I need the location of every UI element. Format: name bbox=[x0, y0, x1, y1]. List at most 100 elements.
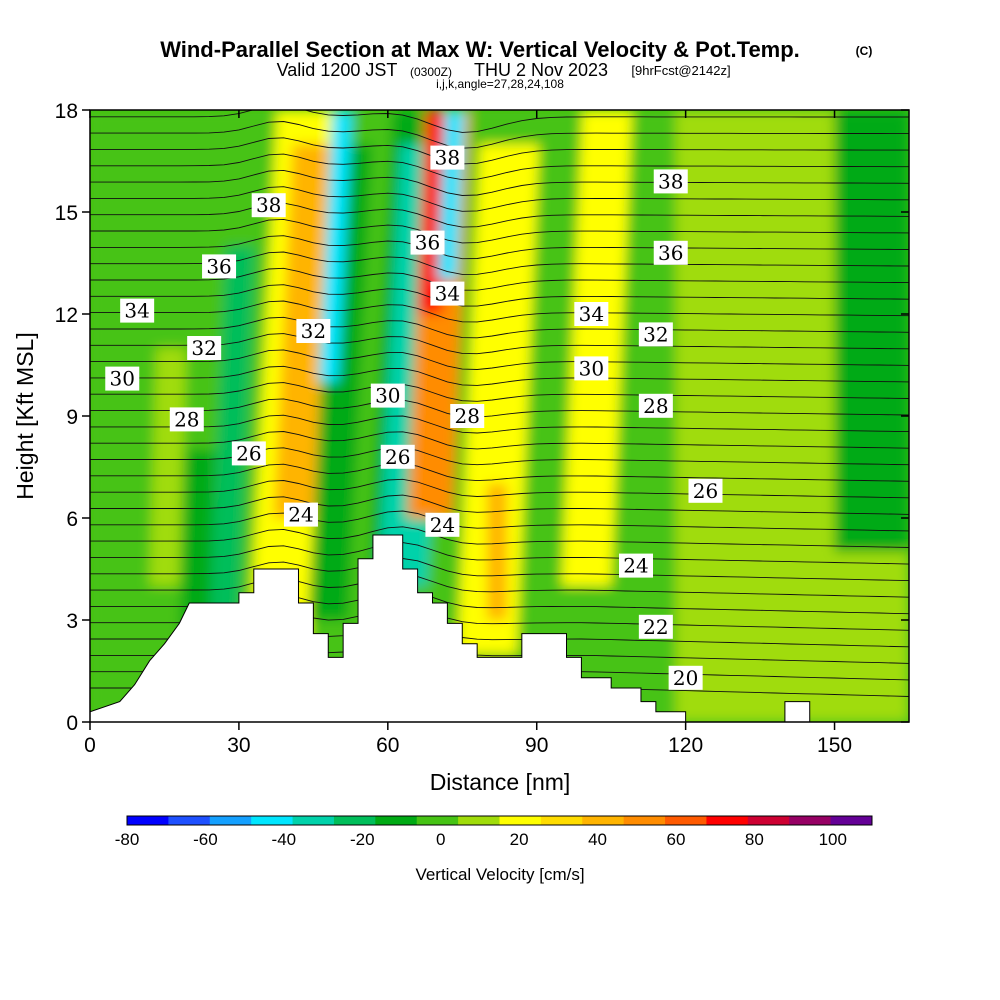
colorbar-segment bbox=[375, 816, 418, 825]
contour-label: 38 bbox=[435, 146, 460, 170]
contour-label-box bbox=[653, 169, 688, 194]
theta-isoline bbox=[90, 349, 909, 370]
x-axis: 0 30 60 90 120 150 bbox=[84, 110, 852, 757]
colorbar-segment bbox=[458, 816, 500, 825]
y-tick-label: 6 bbox=[66, 508, 78, 531]
colorbar-segment bbox=[540, 816, 583, 825]
colorbar-segment bbox=[830, 816, 873, 825]
contour-label-box bbox=[380, 444, 415, 469]
colorbar-segment bbox=[416, 816, 459, 825]
contour-label-box bbox=[425, 512, 460, 537]
contour-label: 34 bbox=[579, 302, 604, 326]
contour-label: 32 bbox=[643, 322, 668, 346]
contour-label: 32 bbox=[301, 319, 326, 343]
colorbar-segment bbox=[499, 816, 542, 825]
contour-label: 20 bbox=[673, 666, 698, 690]
section-params: i,j,k,angle=27,28,24,108 bbox=[436, 77, 564, 91]
contour-label-box bbox=[638, 322, 673, 347]
colorbar-segment bbox=[747, 816, 790, 825]
valid-date-label: THU 2 Nov 2023 bbox=[474, 60, 608, 80]
contour-label: 26 bbox=[385, 445, 410, 469]
colorbar-tick-label: 60 bbox=[666, 830, 685, 849]
contour-label-box bbox=[619, 553, 653, 578]
theta-isoline bbox=[90, 463, 909, 482]
contour-label-box bbox=[187, 336, 222, 360]
theta-isoline bbox=[90, 153, 909, 181]
valid-time-label: Valid 1200 JST bbox=[277, 60, 398, 80]
theta-isoline bbox=[90, 235, 909, 260]
x-tick-label: 120 bbox=[668, 734, 703, 757]
contour-label-box bbox=[296, 319, 331, 343]
contour-label-box bbox=[638, 614, 673, 639]
y-tick-label: 15 bbox=[55, 202, 78, 225]
colorbar-tick-label: -40 bbox=[272, 830, 297, 849]
theta-isoline bbox=[90, 382, 909, 402]
theta-isoline bbox=[90, 186, 909, 212]
colorbar-segment bbox=[127, 816, 169, 825]
x-tick-label: 60 bbox=[376, 734, 399, 757]
theta-isoline bbox=[90, 478, 909, 499]
colorbar-tick-label: 100 bbox=[819, 830, 847, 849]
contour-label: 22 bbox=[643, 615, 668, 639]
contour-label: 28 bbox=[643, 394, 668, 418]
theta-isoline bbox=[90, 110, 909, 133]
contour-label-box bbox=[231, 441, 266, 466]
theta-isoline bbox=[90, 573, 909, 598]
contour-label: 34 bbox=[435, 282, 460, 306]
contour-label: 28 bbox=[174, 407, 199, 431]
contour-label-box bbox=[169, 407, 204, 432]
contour-label-box bbox=[430, 281, 465, 306]
contour-label-box bbox=[430, 145, 465, 170]
copyright-mark: (C) bbox=[856, 44, 873, 58]
contour-label: 36 bbox=[658, 241, 683, 265]
colorbar-segment bbox=[251, 816, 294, 825]
contour-label: 24 bbox=[430, 513, 455, 537]
contour-label: 34 bbox=[124, 299, 149, 323]
contour-label: 32 bbox=[191, 336, 216, 360]
chart-title: Wind-Parallel Section at Max W: Vertical… bbox=[160, 37, 800, 62]
theta-contour-labels: 38 38 38 36 36 36 34 34 34 32 32 32 30 30 30 28 28 28 26 26… bbox=[105, 145, 723, 690]
colorbar-segment bbox=[665, 816, 707, 825]
contour-label-box bbox=[450, 404, 485, 428]
y-axis-label: Height [Kft MSL] bbox=[12, 332, 38, 499]
theta-isoline bbox=[90, 137, 909, 165]
contour-label: 26 bbox=[693, 479, 718, 503]
velocity-band bbox=[834, 110, 909, 552]
theta-isoline bbox=[90, 202, 909, 228]
theta-isoline bbox=[90, 447, 909, 466]
theta-isoline bbox=[90, 333, 909, 355]
contour-label-box bbox=[202, 254, 237, 279]
colorbar-segment bbox=[168, 816, 211, 825]
theta-isoline bbox=[90, 284, 909, 307]
theta-isoline bbox=[90, 398, 909, 418]
velocity-band bbox=[487, 484, 507, 620]
x-tick-label: 150 bbox=[817, 734, 852, 757]
contour-label: 36 bbox=[415, 231, 440, 255]
contour-label-box bbox=[283, 502, 318, 527]
colorbar-tick-label: 20 bbox=[510, 830, 529, 849]
valid-utc-label: (0300Z) bbox=[410, 65, 452, 79]
theta-isoline bbox=[90, 316, 909, 339]
contour-label-box bbox=[638, 393, 673, 418]
contour-label-box bbox=[410, 230, 445, 255]
theta-isoline bbox=[90, 218, 909, 244]
colorbar-label: Vertical Velocity [cm/s] bbox=[415, 865, 584, 884]
plot-area: 38 38 38 36 36 36 34 34 34 32 32 32 30 30 30 28 28 28 26 26… bbox=[90, 110, 909, 722]
contour-label-box bbox=[120, 298, 155, 323]
colorbar: -80 -60 -40 -20 0 20 40 60 80 100 bbox=[115, 815, 873, 849]
x-tick-label: 30 bbox=[227, 734, 250, 757]
theta-isoline bbox=[90, 169, 909, 196]
y-tick-label: 9 bbox=[66, 406, 78, 429]
y-tick-label: 3 bbox=[66, 610, 78, 633]
velocity-band bbox=[209, 246, 256, 620]
colorbar-segment bbox=[292, 816, 335, 825]
contour-label-box bbox=[574, 302, 609, 326]
forecast-label: [9hrFcst@2142z] bbox=[631, 63, 730, 78]
y-tick-label: 0 bbox=[66, 712, 78, 735]
colorbar-segment bbox=[582, 816, 625, 825]
colorbar-tick-label: -80 bbox=[115, 830, 140, 849]
colorbar-segment bbox=[333, 816, 376, 825]
contour-label-box bbox=[105, 366, 140, 391]
contour-label-box bbox=[653, 240, 688, 265]
